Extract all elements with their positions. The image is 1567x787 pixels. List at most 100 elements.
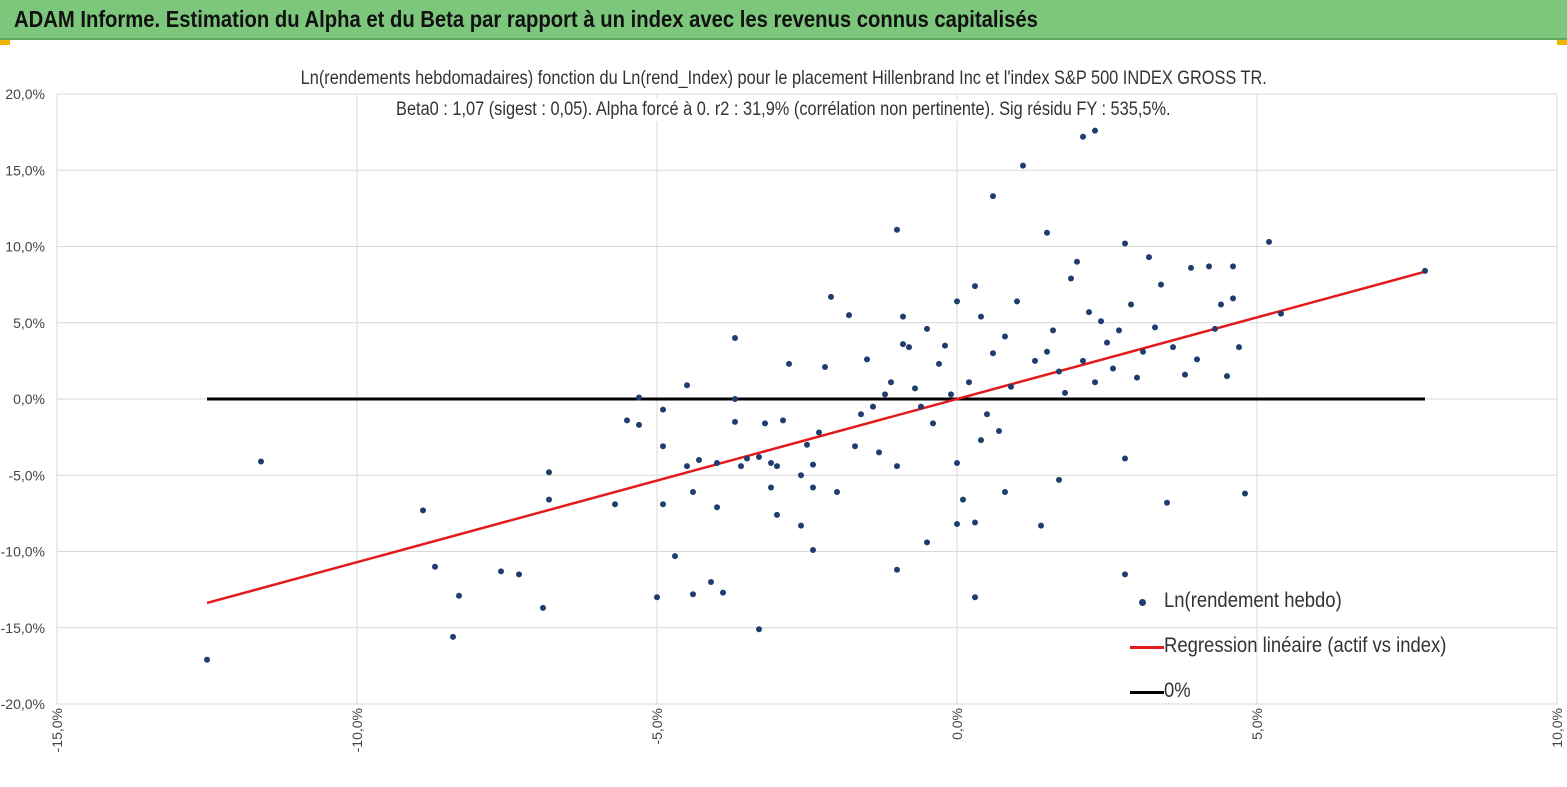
data-point <box>1044 348 1050 355</box>
data-point <box>636 421 642 428</box>
data-point <box>864 356 870 363</box>
scatter-chart: 20,0% 15,0% 10,0% 5,0% 0,0% -5,0% -10,0% -15,0%… <box>1 86 1565 752</box>
data-point <box>684 382 690 389</box>
data-point <box>756 626 762 633</box>
data-point <box>834 489 840 496</box>
legend-label-regression: Regression linéaire (actif vs index) <box>1164 634 1447 657</box>
data-point <box>732 396 738 402</box>
y-tick-label: -5,0% <box>8 467 45 483</box>
chart-subtitle-text: Beta0 : 1,07 (sigest : 0,05). Alpha forc… <box>391 99 1176 121</box>
data-point <box>954 298 960 305</box>
legend-label-zero: 0% <box>1164 679 1191 702</box>
data-point <box>1278 310 1284 317</box>
data-point <box>1158 281 1164 288</box>
chart-title: Ln(rendements hebdomadaires) fonction du… <box>0 68 1567 90</box>
data-point <box>1014 298 1020 305</box>
data-point <box>930 420 936 427</box>
line-layer <box>206 270 1426 605</box>
data-point <box>894 463 900 470</box>
data-point <box>1212 325 1218 332</box>
data-point <box>996 428 1002 435</box>
data-point <box>690 489 696 496</box>
legend-item-zero: 0% <box>1130 677 1490 707</box>
data-point <box>636 394 642 401</box>
data-point <box>1188 264 1194 271</box>
data-point <box>1146 254 1152 261</box>
data-point <box>810 546 816 553</box>
data-point <box>1122 571 1128 578</box>
data-point <box>900 313 906 320</box>
data-point <box>1086 309 1092 316</box>
data-point <box>660 443 666 450</box>
data-point <box>672 553 678 560</box>
data-point <box>546 496 552 503</box>
data-point <box>432 563 438 570</box>
data-point <box>978 437 984 444</box>
data-point <box>852 443 858 450</box>
x-tick-label: 10,0% <box>1549 708 1565 748</box>
data-point <box>1008 383 1014 390</box>
data-point <box>684 463 690 470</box>
data-point <box>810 461 816 468</box>
data-point <box>1164 499 1170 506</box>
data-point <box>810 484 816 491</box>
data-point <box>1032 357 1038 364</box>
report-title: ADAM Informe. Estimation du Alpha et du … <box>14 6 1038 32</box>
data-point <box>1122 455 1128 462</box>
y-tick-label: 10,0% <box>5 239 45 255</box>
y-tick-label: 20,0% <box>5 86 45 102</box>
data-point <box>1038 522 1044 529</box>
data-point <box>1080 133 1086 140</box>
data-point <box>1134 374 1140 381</box>
x-tick-label: 5,0% <box>1249 708 1265 740</box>
data-point <box>780 417 786 424</box>
data-point <box>1224 373 1230 380</box>
data-point <box>1122 240 1128 247</box>
data-point <box>1056 368 1062 375</box>
data-point <box>918 403 924 410</box>
report-header: ADAM Informe. Estimation du Alpha et du … <box>0 0 1567 40</box>
data-point <box>540 604 546 611</box>
data-point <box>204 656 210 663</box>
y-tick-label: 0,0% <box>13 391 45 407</box>
data-point <box>1266 238 1272 245</box>
x-tick-label: -10,0% <box>349 708 365 752</box>
legend-item-points: Ln(rendement hebdo) <box>1130 587 1490 617</box>
data-point <box>1074 258 1080 265</box>
data-point <box>942 342 948 349</box>
data-point <box>774 463 780 470</box>
chart-area: 20,0% 15,0% 10,0% 5,0% 0,0% -5,0% -10,0% -15,0%… <box>0 42 1567 787</box>
data-point <box>786 360 792 367</box>
data-point <box>420 507 426 514</box>
chart-legend: Ln(rendement hebdo) Regression linéaire … <box>1130 587 1490 717</box>
data-point <box>954 460 960 467</box>
data-point <box>714 460 720 467</box>
data-point <box>1092 127 1098 134</box>
y-tick-label: 5,0% <box>13 315 45 331</box>
data-point <box>1236 344 1242 351</box>
data-point <box>774 511 780 518</box>
data-point <box>906 344 912 351</box>
data-point <box>888 379 894 386</box>
data-point <box>690 591 696 598</box>
data-point <box>1068 275 1074 282</box>
data-point <box>912 385 918 392</box>
data-point <box>456 592 462 599</box>
data-point <box>1128 301 1134 308</box>
data-point <box>972 283 978 290</box>
legend-marker-zero <box>1130 677 1164 707</box>
data-point <box>1206 263 1212 270</box>
axis-layer: 20,0% 15,0% 10,0% 5,0% 0,0% -5,0% -10,0% -15,0%… <box>1 86 1565 752</box>
data-point <box>660 406 666 413</box>
y-tick-label: -20,0% <box>1 696 45 712</box>
chart-subtitle: Beta0 : 1,07 (sigest : 0,05). Alpha forc… <box>0 99 1567 121</box>
data-point <box>966 379 972 386</box>
data-point <box>1152 324 1158 331</box>
data-point <box>894 226 900 233</box>
legend-marker-regression <box>1130 632 1164 662</box>
y-tick-label: -15,0% <box>1 620 45 636</box>
data-point <box>954 521 960 528</box>
data-point <box>732 418 738 425</box>
data-point <box>870 403 876 410</box>
regression-line <box>206 270 1426 605</box>
